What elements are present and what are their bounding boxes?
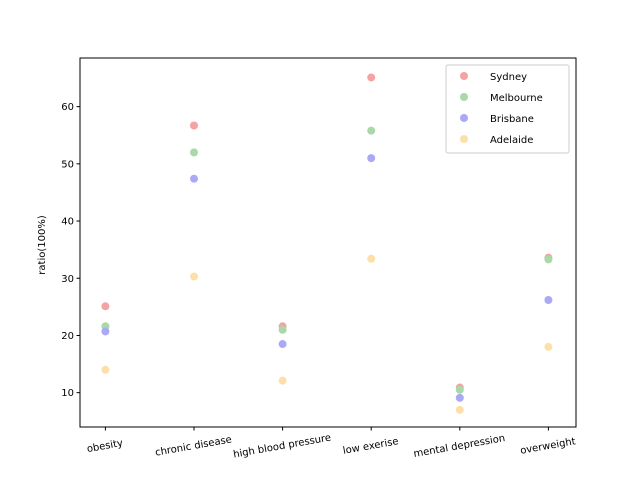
data-point-brisbane: [101, 327, 110, 336]
data-point-brisbane: [544, 295, 553, 304]
data-point-brisbane: [455, 393, 464, 402]
y-tick-label: 30: [61, 274, 74, 285]
x-tick-label: low exerise: [342, 436, 399, 457]
x-tick-label: overweight: [519, 436, 576, 457]
data-point-adelaide: [544, 342, 553, 351]
legend: Sydney Melbourne Brisbane Adelaide: [445, 64, 570, 154]
y-tick-label: 50: [61, 159, 74, 170]
y-tick-label: 40: [61, 217, 74, 228]
data-point-adelaide: [190, 272, 198, 281]
data-point-sydney: [190, 121, 198, 130]
legend-label: Melbourne: [490, 93, 543, 104]
y-tick-label: 20: [61, 331, 74, 342]
data-points: [101, 73, 553, 414]
data-point-sydney: [367, 73, 376, 82]
legend-marker-adelaide: [460, 135, 468, 143]
data-point-brisbane: [190, 174, 198, 183]
legend-label: Brisbane: [490, 114, 534, 125]
legend-label: Adelaide: [490, 135, 533, 146]
legend-marker-melbourne: [460, 93, 468, 101]
data-point-adelaide: [278, 376, 287, 385]
x-tick-label: high blood pressure: [232, 433, 331, 461]
data-point-brisbane: [278, 340, 287, 349]
data-point-melbourne: [278, 325, 287, 334]
legend-box: [445, 64, 570, 154]
data-point-brisbane: [367, 154, 376, 163]
y-axis: 10 20 30 40 50 60: [61, 102, 80, 399]
data-point-sydney: [101, 302, 110, 311]
legend-marker-sydney: [460, 72, 468, 80]
x-tick-label: chronic disease: [154, 434, 232, 458]
x-tick-label: mental depression: [413, 433, 506, 460]
plot-frame: [79, 57, 577, 428]
x-axis: obesity chronic disease high blood pressur…: [86, 427, 577, 461]
x-tick-label: obesity: [86, 438, 124, 455]
legend-label: Sydney: [490, 72, 527, 83]
y-axis-label: ratio(100%): [37, 215, 48, 275]
legend-marker-brisbane: [460, 114, 468, 122]
data-point-melbourne: [544, 255, 553, 264]
data-point-adelaide: [367, 254, 376, 263]
y-tick-label: 10: [61, 388, 74, 399]
data-point-adelaide: [455, 405, 464, 414]
data-point-melbourne: [190, 148, 198, 157]
y-tick-label: 60: [61, 102, 74, 113]
data-point-melbourne: [455, 385, 464, 394]
data-point-adelaide: [101, 365, 110, 374]
data-point-melbourne: [367, 126, 376, 135]
